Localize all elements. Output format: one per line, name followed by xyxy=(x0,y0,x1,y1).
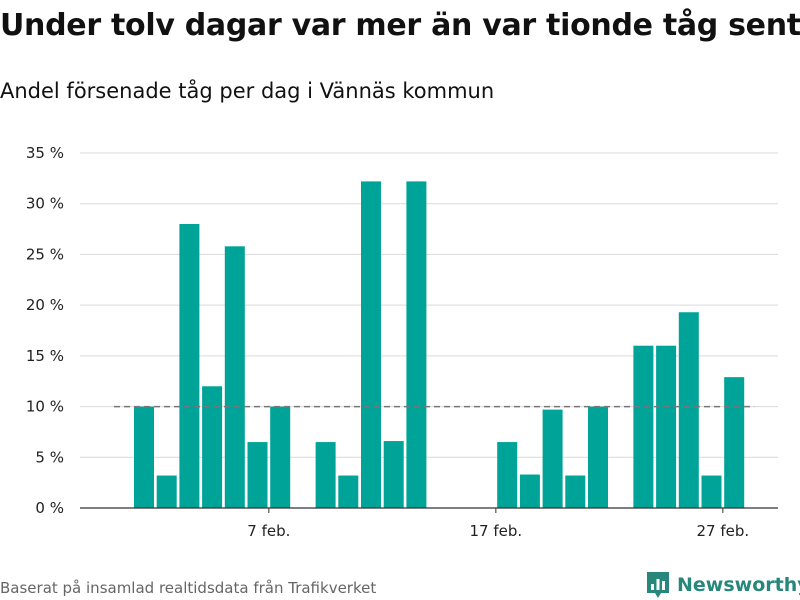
bar xyxy=(406,181,427,508)
chart-subtitle: Andel försenade tåg per dag i Vännäs kom… xyxy=(0,79,495,103)
bar xyxy=(179,224,200,508)
bar xyxy=(134,406,154,508)
bar xyxy=(361,181,381,508)
y-tick-label: 15 % xyxy=(26,347,64,365)
bar xyxy=(519,474,540,508)
newsworthy-logo: Newsworthy xyxy=(645,570,800,600)
y-tick-label: 10 % xyxy=(26,398,64,416)
bar xyxy=(156,475,177,508)
bar xyxy=(338,475,359,508)
bar xyxy=(497,442,518,508)
bar-chart: 0 % 5 % 10 % 15 % 20 % 25 % 30 % 35 % 7 feb. 17 f… xyxy=(26,144,778,540)
brand-name: Newsworthy xyxy=(677,574,800,596)
y-tick-label: 35 % xyxy=(26,144,64,162)
bar xyxy=(633,345,654,508)
y-tick-label: 20 % xyxy=(26,296,64,314)
x-tick-label: 17 feb. xyxy=(470,522,523,540)
bar xyxy=(383,441,404,508)
source-note: Baserat på insamlad realtidsdata från Tr… xyxy=(0,579,377,597)
y-tick-label: 5 % xyxy=(35,448,64,466)
bar xyxy=(224,246,245,509)
y-tick-label: 30 % xyxy=(26,195,64,213)
bar xyxy=(588,406,608,508)
bar xyxy=(565,475,586,508)
bar xyxy=(724,377,745,508)
bar xyxy=(678,312,699,508)
chart-title: Under tolv dagar var mer än var tionde t… xyxy=(0,8,800,43)
y-tick-label: 0 % xyxy=(35,499,64,517)
y-tick-label: 25 % xyxy=(26,245,64,263)
newsworthy-logo-icon xyxy=(647,572,669,598)
bar xyxy=(202,386,223,508)
x-tick-label: 7 feb. xyxy=(247,522,290,540)
bar xyxy=(315,442,336,508)
bar xyxy=(701,475,722,508)
bar xyxy=(542,409,563,508)
bar xyxy=(270,406,291,508)
bar xyxy=(247,442,268,508)
x-tick-label: 27 feb. xyxy=(697,522,750,540)
bar xyxy=(656,345,677,508)
